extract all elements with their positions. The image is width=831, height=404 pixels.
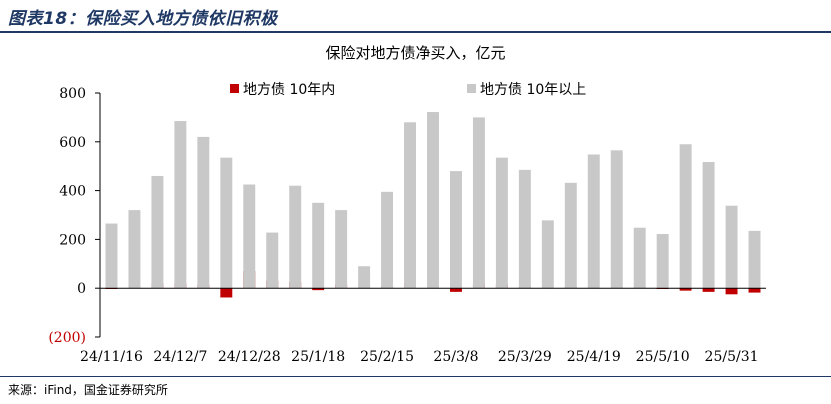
bar-within10 <box>702 288 715 292</box>
bar-over10 <box>220 157 233 289</box>
bar-over10 <box>702 162 715 289</box>
bar-over10 <box>358 266 371 289</box>
title-rule <box>0 31 831 33</box>
x-tick-label: 25/4/19 <box>567 349 621 365</box>
y-tick-label: 600 <box>59 135 86 151</box>
bar-over10 <box>289 185 302 289</box>
y-tick-label: 0 <box>77 281 86 297</box>
bar-over10 <box>105 223 118 289</box>
bar-over10 <box>404 122 417 289</box>
bar-over10 <box>151 175 164 289</box>
bar-over10 <box>725 205 738 289</box>
bar-over10 <box>335 210 348 289</box>
bar-within10 <box>449 288 462 292</box>
bar-over10 <box>197 136 210 289</box>
bar-within10 <box>725 288 738 295</box>
bar-over10 <box>381 191 394 289</box>
bar-over10 <box>495 157 508 289</box>
bar-over10 <box>541 220 554 289</box>
bar-over10 <box>266 232 279 289</box>
x-tick-label: 25/2/15 <box>360 349 414 365</box>
x-tick-label: 25/3/8 <box>433 349 478 365</box>
source-note: 来源：iFind，国金证券研究所 <box>8 383 168 397</box>
x-tick-label: 25/5/10 <box>636 349 690 365</box>
bar-over10 <box>472 117 485 289</box>
y-tick-label: (200) <box>48 330 86 346</box>
bar-over10 <box>312 202 325 289</box>
bar-over10 <box>633 227 646 289</box>
legend-swatch-within10 <box>230 84 239 93</box>
bar-over10 <box>449 171 462 289</box>
bar-within10 <box>220 288 233 298</box>
bar-over10 <box>656 234 669 289</box>
bar-over10 <box>518 169 531 289</box>
bar-over10 <box>243 184 256 289</box>
figure-label: 图表18：保险买入地方债依旧积极 <box>8 9 278 29</box>
x-tick-label: 24/12/7 <box>153 349 207 365</box>
legend-label-within10: 地方债 10年内 <box>243 82 335 98</box>
bar-over10 <box>427 112 439 289</box>
y-tick-label: 800 <box>59 86 86 102</box>
x-tick-label: 24/12/28 <box>218 349 281 365</box>
legend-swatch-over10 <box>467 84 476 93</box>
bar-within10 <box>312 288 325 291</box>
x-tick-label: 24/11/16 <box>80 349 143 365</box>
bar-within10 <box>679 288 692 291</box>
bar-over10 <box>610 150 623 289</box>
bar-within10 <box>748 288 761 293</box>
x-tick-label: 25/1/18 <box>291 349 345 365</box>
legend-label-over10: 地方债 10年以上 <box>480 82 586 98</box>
bar-over10 <box>564 182 577 289</box>
bar-over10 <box>174 121 187 289</box>
bar-over10 <box>128 210 141 289</box>
x-tick-label: 25/5/31 <box>705 349 759 365</box>
bar-over10 <box>587 154 600 289</box>
bottom-rule <box>0 376 831 377</box>
bar-over10 <box>748 230 761 289</box>
y-tick-label: 400 <box>59 184 86 200</box>
y-tick-label: 200 <box>59 232 86 248</box>
chart-title: 保险对地方债净买入，亿元 <box>325 44 506 62</box>
x-tick-label: 25/3/29 <box>498 349 552 365</box>
bar-over10 <box>679 144 692 289</box>
